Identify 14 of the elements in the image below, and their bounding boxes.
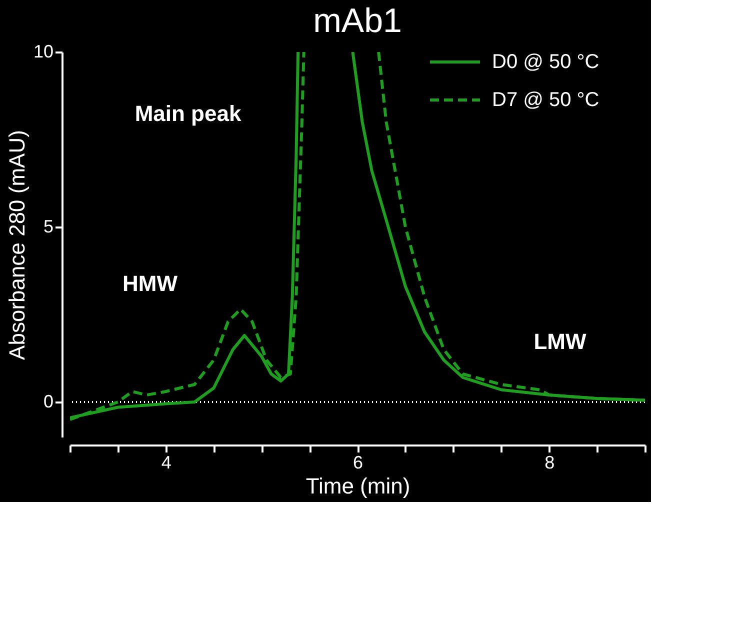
legend-label: D7 @ 50 °C <box>492 89 600 111</box>
x-tick-label: 6 <box>352 452 364 472</box>
x-axis-title: Time (min) <box>306 474 410 498</box>
y-axis-title: Absorbance 280 (mAU) <box>4 130 30 360</box>
annotation: Main peak <box>134 101 242 126</box>
annotation: HMW <box>122 271 178 296</box>
chart-title: mAb1 <box>313 2 402 40</box>
annotation: LMW <box>534 329 586 354</box>
legend-label: D0 @ 50 °C <box>492 51 600 73</box>
x-tick-label: 8 <box>544 452 555 472</box>
x-tick-label: 4 <box>161 452 172 472</box>
y-tick-label: 5 <box>43 216 54 236</box>
y-tick-label: 0 <box>43 392 54 412</box>
y-tick-label: 10 <box>33 42 54 62</box>
